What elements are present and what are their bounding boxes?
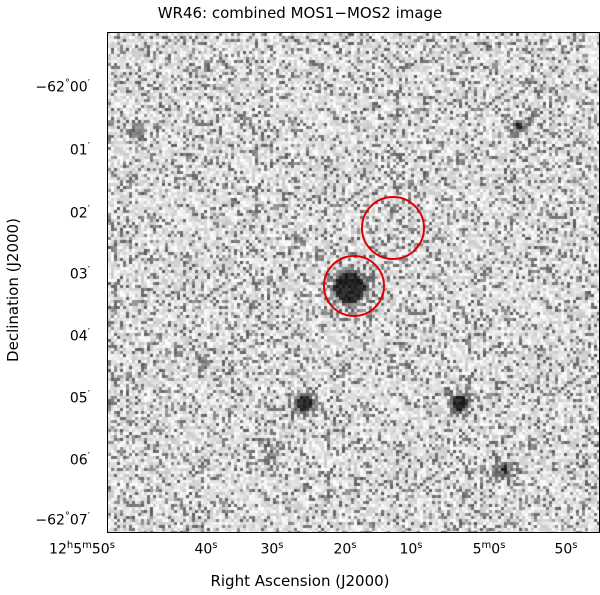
plot-title: WR46: combined MOS1−MOS2 image: [157, 4, 443, 22]
ra-tick-label: 20s: [333, 540, 357, 558]
ra-tick-label: 50s: [554, 540, 578, 558]
dec-tick-label: 03′: [69, 265, 90, 283]
ra-tick-label: 12h5m50s: [49, 540, 115, 558]
dec-tick-label: −62°07′: [35, 511, 90, 529]
dec-tick-label: 01′: [69, 141, 90, 159]
dec-tick-label: 05′: [69, 389, 90, 407]
dec-tick-label: 04′: [69, 327, 90, 345]
background-region-circle: [361, 196, 425, 260]
source-region-circle: [323, 255, 385, 317]
ra-tick-label: 40s: [194, 540, 218, 558]
dec-tick-label: 02′: [69, 204, 90, 222]
x-axis-title: Right Ascension (J2000): [210, 572, 390, 590]
image-frame: [107, 32, 600, 533]
ra-tick-label: 30s: [260, 540, 284, 558]
ra-tick-label: 5m0s: [472, 540, 506, 558]
dec-tick-label: −62°00′: [35, 78, 90, 96]
ra-tick-label: 10s: [399, 540, 423, 558]
dec-tick-label: 06′: [69, 451, 90, 469]
y-axis-title: Declination (J2000): [4, 218, 22, 362]
